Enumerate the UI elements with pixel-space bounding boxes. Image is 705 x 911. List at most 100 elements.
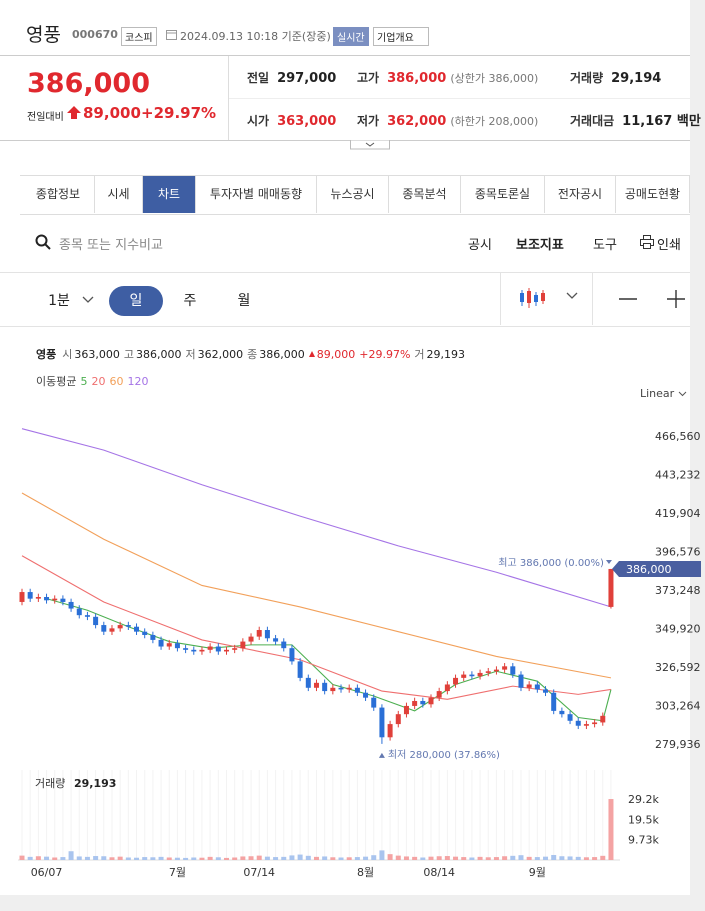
x-tick-label: 07/14 xyxy=(243,866,275,879)
change: 89,000 xyxy=(83,104,141,122)
volume-bar xyxy=(469,857,475,860)
volume-bar xyxy=(150,857,156,860)
candle-body xyxy=(305,677,311,688)
high-annotation: 최고 386,000 (0.00%) xyxy=(498,557,604,569)
volume-bar xyxy=(387,854,393,860)
volume-bar xyxy=(35,856,41,860)
candle-body xyxy=(76,608,82,616)
candle-body xyxy=(420,700,426,705)
candle-body xyxy=(134,626,140,632)
expand-button[interactable] xyxy=(350,140,390,150)
candle-body xyxy=(60,598,66,602)
ma-legend-item: 5 xyxy=(80,375,88,388)
stat-note: (상한가 386,000) xyxy=(450,72,539,85)
y-tick-label: 279,936 xyxy=(655,738,701,751)
search-input[interactable]: 종목 또는 지수비교 xyxy=(59,238,163,253)
period[interactable]: 월 xyxy=(237,293,251,309)
tool-button[interactable]: 도구 xyxy=(593,238,617,253)
current-price-label: 386,000 xyxy=(626,563,672,576)
period[interactable]: 주 xyxy=(183,293,197,309)
volume-bar xyxy=(125,857,131,860)
zoom-out[interactable] xyxy=(619,290,637,308)
volume-bar xyxy=(60,857,66,860)
candle-body xyxy=(52,598,58,601)
tab[interactable]: 시세 xyxy=(95,176,143,213)
tab[interactable]: 전자공시 xyxy=(545,176,616,213)
info-value: 362,000 xyxy=(197,348,244,361)
tab[interactable]: 종목분석 xyxy=(389,176,461,213)
volume-bar xyxy=(183,857,189,860)
tool-button[interactable]: 보조지표 xyxy=(516,238,564,253)
candle-type-icon[interactable] xyxy=(519,287,547,309)
zoom-in[interactable] xyxy=(667,290,685,308)
volume-bar xyxy=(313,856,319,860)
scale-toggle[interactable]: Linear xyxy=(640,387,675,400)
volume-bar xyxy=(354,857,360,860)
volume-bar xyxy=(207,856,213,860)
candle-body xyxy=(371,697,377,708)
candle-body xyxy=(142,631,148,635)
tab[interactable]: 공매도현황 xyxy=(616,176,690,213)
tab[interactable]: 차트 xyxy=(143,176,196,213)
tab[interactable]: 뉴스공시 xyxy=(317,176,389,213)
candle-body xyxy=(379,707,385,738)
candle-body xyxy=(567,714,573,721)
x-tick-label: 06/07 xyxy=(31,866,63,879)
period[interactable]: 일 xyxy=(109,286,163,316)
candle-body xyxy=(453,677,459,685)
volume-bar xyxy=(256,855,262,860)
volume-bar xyxy=(575,856,581,860)
volume-bar xyxy=(444,856,450,860)
info-value: 386,000 xyxy=(136,348,182,361)
current-price-tag xyxy=(612,560,701,577)
stat-note: (하한가 208,000) xyxy=(450,115,539,128)
candle-body xyxy=(412,700,418,706)
candle-body xyxy=(313,682,319,688)
volume-bar xyxy=(76,856,82,860)
realtime-badge[interactable]: 실시간 xyxy=(333,27,369,46)
volume-bar xyxy=(142,857,148,860)
period[interactable]: 1분 xyxy=(48,293,70,309)
candle-body xyxy=(346,687,352,690)
volume-bar xyxy=(583,857,589,860)
volume-bar xyxy=(493,857,499,860)
volume-bar xyxy=(191,857,197,860)
stat-value: 11,167 백만 xyxy=(622,114,701,129)
stat: 저가 362,000 (하한가 208,000) xyxy=(357,110,538,129)
tab[interactable]: 종합정보 xyxy=(22,176,95,213)
y-tick-label: 29.2k xyxy=(628,793,659,806)
candle-body xyxy=(207,646,213,650)
candle-body xyxy=(575,720,581,726)
divider xyxy=(229,98,690,99)
candle-body xyxy=(240,641,246,649)
stock-code: 000670 xyxy=(72,28,118,41)
stat: 고가 386,000 (상한가 386,000) xyxy=(357,67,538,86)
ma-line xyxy=(21,428,612,608)
candle-body xyxy=(559,710,565,715)
stat: 거래대금 11,167 백만 xyxy=(570,110,701,129)
volume-bar xyxy=(428,856,434,860)
candle-body xyxy=(109,628,115,632)
company-button[interactable]: 기업개요 xyxy=(373,27,429,46)
candle-body xyxy=(27,592,33,599)
volume-bar xyxy=(338,857,344,860)
low-marker xyxy=(378,752,385,758)
candle-body xyxy=(493,669,499,672)
timestamp: 2024.09.13 10:18 기준(장중) xyxy=(180,30,331,43)
candle-body xyxy=(232,648,238,650)
tool-button[interactable]: 인쇄 xyxy=(657,238,681,253)
info-name: 영풍 xyxy=(36,348,57,361)
tab[interactable]: 종목토론실 xyxy=(461,176,545,213)
candle-body xyxy=(191,649,197,652)
candle-body xyxy=(469,674,475,677)
tool-button[interactable]: 공시 xyxy=(468,238,492,253)
volume-bar xyxy=(551,854,557,860)
tab[interactable]: 투자자별 매매동향 xyxy=(196,176,317,213)
x-tick-label: 9월 xyxy=(529,866,546,879)
x-tick-label: 8월 xyxy=(357,866,374,879)
volume-bar xyxy=(412,856,418,860)
stat-label: 거래량 xyxy=(570,71,604,85)
chevron xyxy=(82,296,94,303)
candle-body xyxy=(93,616,99,626)
